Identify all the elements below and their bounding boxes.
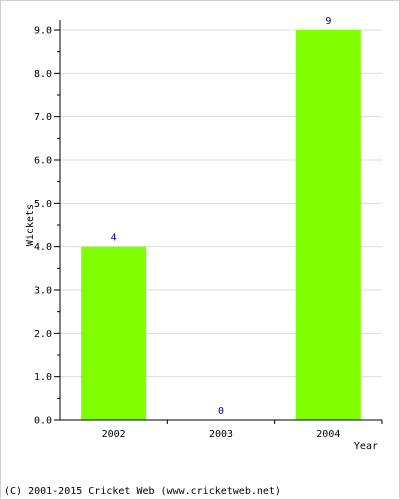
y-tick-label: 7.0 [34, 112, 52, 123]
bar [81, 246, 147, 420]
copyright-footer: (C) 2001-2015 Cricket Web (www.cricketwe… [4, 486, 281, 497]
data-label: 4 [111, 233, 117, 244]
y-tick-label: 0.0 [34, 416, 52, 427]
y-tick-label: 8.0 [34, 69, 52, 80]
bar [295, 30, 361, 420]
y-tick-label: 3.0 [34, 286, 52, 297]
x-axis-title: Year [354, 441, 378, 452]
x-tick-label: 2003 [209, 429, 233, 440]
y-tick-label: 4.0 [34, 242, 52, 253]
bars [81, 30, 361, 420]
y-axis-title: Wickets [25, 204, 36, 246]
x-tick-label: 2004 [316, 429, 340, 440]
x-tick-label: 2002 [102, 429, 126, 440]
y-tick-label: 1.0 [34, 372, 52, 383]
y-tick-label: 9.0 [34, 26, 52, 37]
x-tick-labels: 2002 2003 2004 [102, 429, 341, 440]
y-tick-label: 6.0 [34, 156, 52, 167]
data-labels: 4 0 9 [111, 16, 332, 417]
y-tick-labels: 0.0 1.0 2.0 3.0 4.0 5.0 6.0 7.0 8.0 9.0 [34, 26, 52, 427]
axes [54, 20, 383, 424]
y-tick-label: 2.0 [34, 329, 52, 340]
data-label: 9 [325, 16, 331, 27]
y-tick-label: 5.0 [34, 199, 52, 210]
data-label: 0 [218, 406, 224, 417]
